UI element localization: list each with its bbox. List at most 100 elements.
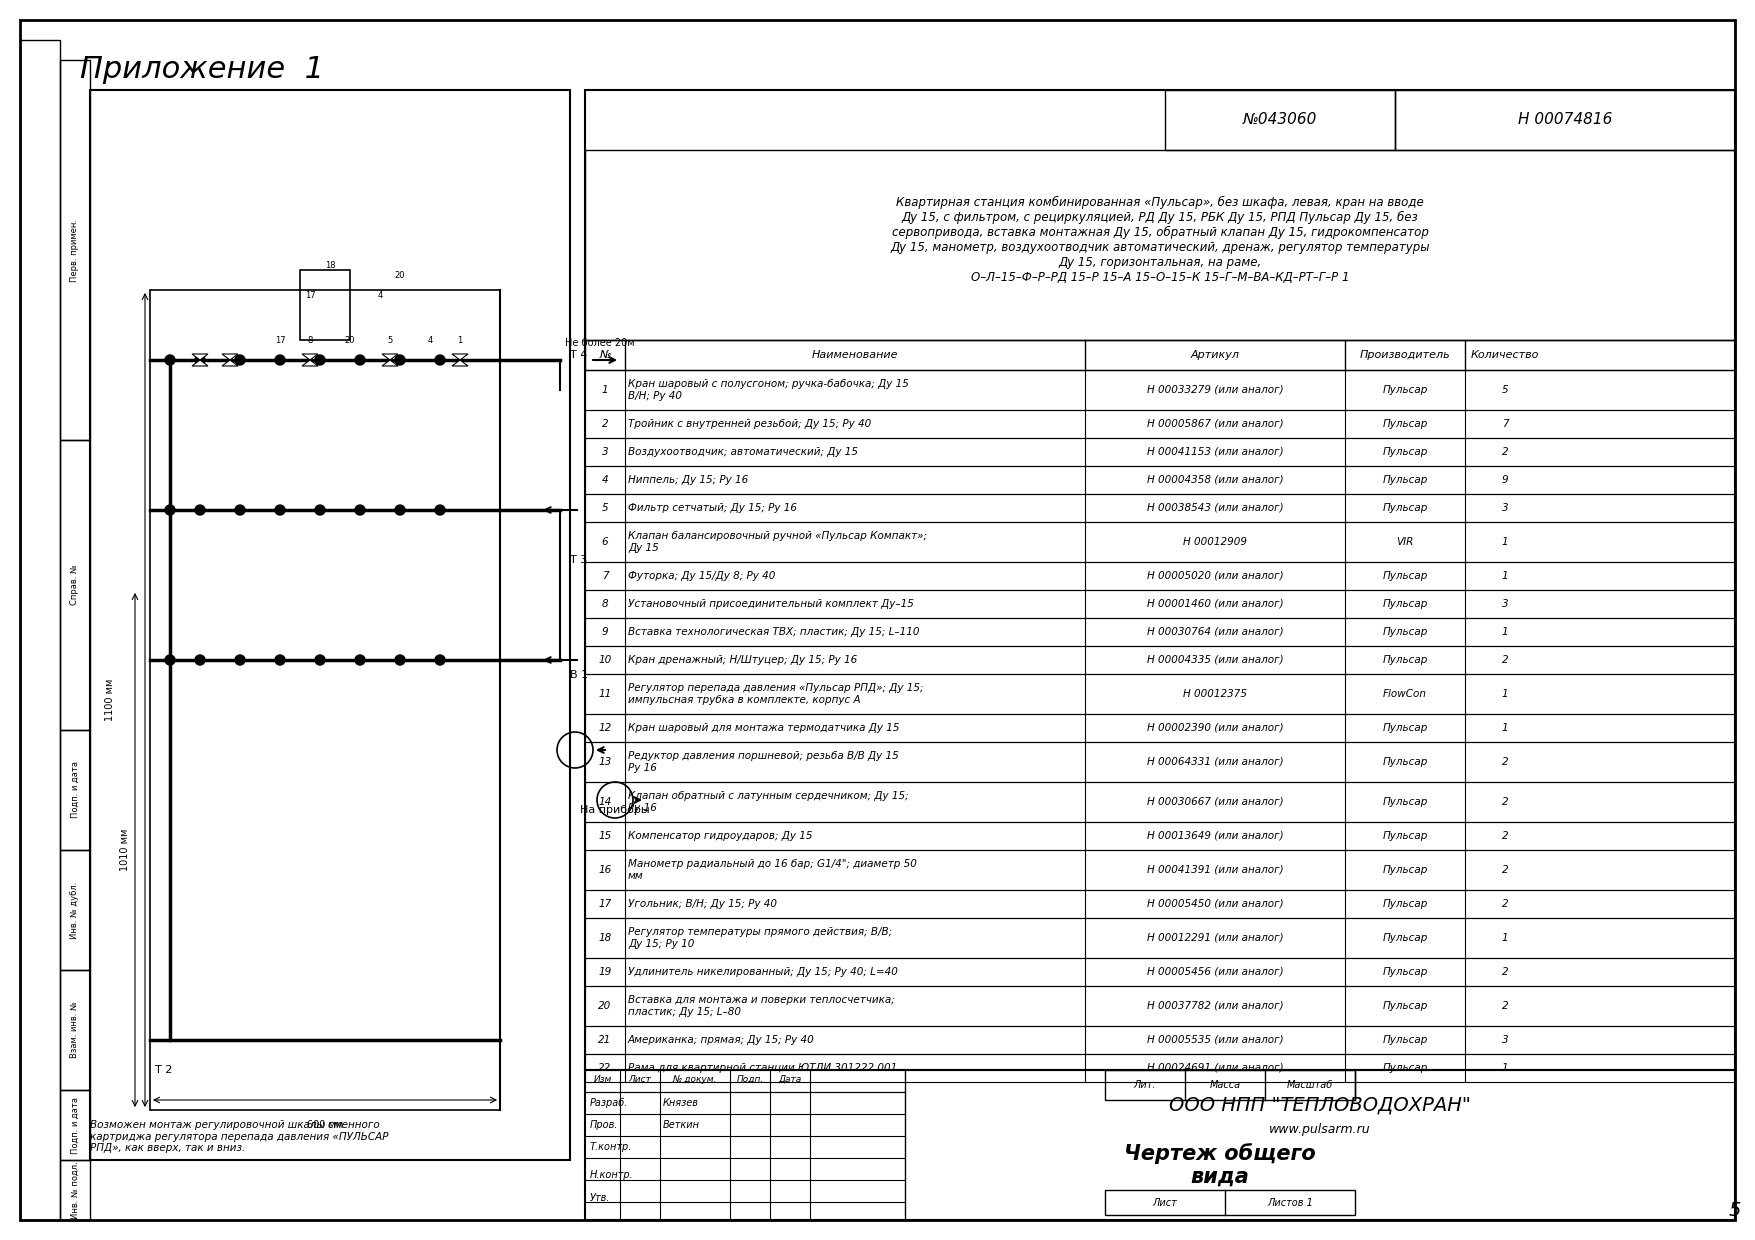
Text: H 00012291 (или аналог): H 00012291 (или аналог): [1146, 932, 1283, 942]
Text: Подп. и дата: Подп. и дата: [70, 761, 79, 818]
Bar: [584, 1070, 1736, 1220]
Bar: [584, 150, 1736, 340]
Text: Американка; прямая; Ду 15; Ру 40: Американка; прямая; Ду 15; Ру 40: [628, 1035, 814, 1045]
Text: Т 2: Т 2: [154, 1065, 172, 1075]
Text: Подп.: Подп.: [737, 1075, 763, 1084]
Text: 9: 9: [1502, 475, 1508, 485]
Circle shape: [276, 655, 284, 665]
Text: 18: 18: [325, 260, 335, 270]
Polygon shape: [453, 353, 469, 360]
Text: Пульсар: Пульсар: [1383, 384, 1427, 396]
Text: Пульсар: Пульсар: [1383, 831, 1427, 841]
Text: 20: 20: [344, 336, 355, 345]
Bar: [584, 1025, 1736, 1054]
Text: Разраб.: Разраб.: [590, 1097, 628, 1109]
Bar: [1165, 91, 1395, 150]
Text: H 00001460 (или аналог): H 00001460 (или аналог): [1146, 599, 1283, 609]
Text: H 00030667 (или аналог): H 00030667 (или аналог): [1146, 797, 1283, 807]
Text: H 00013649 (или аналог): H 00013649 (или аналог): [1146, 831, 1283, 841]
Text: 2: 2: [1502, 655, 1508, 665]
Text: Клапан обратный с латунным сердечником; Ду 15;
Ру 16: Клапан обратный с латунным сердечником; …: [628, 791, 909, 812]
Text: Листов 1: Листов 1: [1267, 1198, 1313, 1208]
Text: На приборы: На приборы: [579, 805, 649, 815]
Polygon shape: [302, 360, 318, 366]
Text: 4: 4: [602, 475, 609, 485]
Bar: [584, 340, 1736, 370]
Bar: [584, 590, 1736, 618]
Bar: [584, 986, 1736, 1025]
Text: 10: 10: [598, 655, 612, 665]
Text: Приложение  1: Приложение 1: [81, 55, 325, 84]
Text: Угольник; В/Н; Ду 15; Ру 40: Угольник; В/Н; Ду 15; Ру 40: [628, 899, 777, 909]
Text: 600 мм: 600 мм: [307, 1120, 344, 1130]
Text: 1: 1: [1502, 723, 1508, 733]
Text: Пульсар: Пульсар: [1383, 756, 1427, 768]
Text: Пульсар: Пульсар: [1383, 570, 1427, 582]
Bar: [584, 646, 1736, 675]
Text: 5: 5: [1502, 384, 1508, 396]
Circle shape: [395, 655, 405, 665]
Text: H 00074816: H 00074816: [1518, 113, 1613, 128]
Polygon shape: [221, 360, 239, 366]
Text: Артикул: Артикул: [1190, 350, 1239, 360]
Text: Пульсар: Пульсар: [1383, 503, 1427, 513]
Text: Т.контр.: Т.контр.: [590, 1142, 632, 1152]
Text: Т 4: Т 4: [570, 350, 588, 360]
Polygon shape: [453, 360, 469, 366]
Text: Пульсар: Пульсар: [1383, 446, 1427, 458]
Text: 15: 15: [598, 831, 612, 841]
Text: 5: 5: [1729, 1200, 1741, 1219]
Text: В 1: В 1: [570, 670, 588, 680]
Text: Рама для квартирной станции ЮТЛИ.301222.001: Рама для квартирной станции ЮТЛИ.301222.…: [628, 1063, 897, 1073]
Circle shape: [355, 505, 365, 515]
Text: Пульсар: Пульсар: [1383, 419, 1427, 429]
Text: 17: 17: [305, 291, 316, 300]
Text: Подп. и дата: Подп. и дата: [70, 1096, 79, 1153]
Bar: [584, 714, 1736, 742]
Text: H 00012375: H 00012375: [1183, 689, 1248, 699]
Text: 3: 3: [1502, 503, 1508, 513]
Text: 1: 1: [1502, 570, 1508, 582]
Text: Фильтр сетчатый; Ду 15; Ру 16: Фильтр сетчатый; Ду 15; Ру 16: [628, 503, 797, 513]
Text: Пульсар: Пульсар: [1383, 599, 1427, 609]
Text: Взам. инв. №: Взам. инв. №: [70, 1002, 79, 1059]
Text: 2: 2: [1502, 831, 1508, 841]
Text: 17: 17: [598, 899, 612, 909]
Circle shape: [165, 505, 176, 515]
Text: Кран дренажный; Н/Штуцер; Ду 15; Ру 16: Кран дренажный; Н/Штуцер; Ду 15; Ру 16: [628, 655, 856, 665]
Bar: [584, 370, 1736, 410]
Text: H 00002390 (или аналог): H 00002390 (или аналог): [1146, 723, 1283, 733]
Text: Вставка технологическая ТВХ; пластик; Ду 15; L–110: Вставка технологическая ТВХ; пластик; Ду…: [628, 627, 920, 637]
Text: 7: 7: [1502, 419, 1508, 429]
Bar: [584, 410, 1736, 438]
Text: Регулятор перепада давления «Пульсар РПД»; Ду 15;
импульсная трубка в комплекте,: Регулятор перепада давления «Пульсар РПД…: [628, 683, 923, 704]
Text: Пульсар: Пульсар: [1383, 1035, 1427, 1045]
Text: Установочный присоединительный комплект Ду–15: Установочный присоединительный комплект …: [628, 599, 914, 609]
Text: Воздухоотводчик; автоматический; Ду 15: Воздухоотводчик; автоматический; Ду 15: [628, 446, 858, 458]
Bar: [149, 290, 500, 1110]
Polygon shape: [191, 360, 209, 366]
Text: 5: 5: [388, 336, 393, 345]
Text: Князев: Князев: [663, 1097, 698, 1109]
Text: Компенсатор гидроударов; Ду 15: Компенсатор гидроударов; Ду 15: [628, 831, 813, 841]
Text: Лист: Лист: [628, 1075, 651, 1084]
Text: H 00005450 (или аналог): H 00005450 (или аналог): [1146, 899, 1283, 909]
Polygon shape: [383, 353, 398, 360]
Text: Пульсар: Пульсар: [1383, 655, 1427, 665]
Text: H 00005535 (или аналог): H 00005535 (или аналог): [1146, 1035, 1283, 1045]
Text: 1: 1: [1502, 1063, 1508, 1073]
Text: Лист: Лист: [1153, 1198, 1178, 1208]
Circle shape: [235, 655, 246, 665]
Text: 9: 9: [602, 627, 609, 637]
Circle shape: [314, 655, 325, 665]
Text: 13: 13: [598, 756, 612, 768]
Text: Инв. № дубл.: Инв. № дубл.: [70, 882, 79, 939]
Text: Клапан балансировочный ручной «Пульсар Компакт»;
Ду 15: Клапан балансировочный ручной «Пульсар К…: [628, 531, 927, 553]
Text: Утв.: Утв.: [590, 1193, 611, 1203]
Bar: [584, 782, 1736, 822]
Circle shape: [195, 505, 205, 515]
Text: 5: 5: [602, 503, 609, 513]
Text: H 00030764 (или аналог): H 00030764 (или аналог): [1146, 627, 1283, 637]
Bar: [90, 91, 570, 1159]
Circle shape: [195, 355, 205, 365]
